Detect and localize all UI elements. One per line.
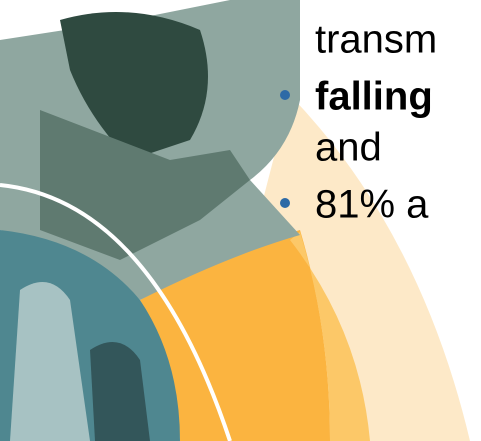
text-line: and: [315, 126, 382, 170]
text-line: transm: [315, 18, 437, 62]
text-line: 81% a: [315, 183, 429, 227]
bullet: [280, 90, 290, 100]
orange-light: [290, 232, 370, 441]
orange-band: [140, 230, 330, 441]
bullet: [280, 198, 290, 208]
photo-child-1: [10, 282, 90, 441]
white-arc: [0, 183, 232, 441]
photo-child-2: [90, 342, 150, 441]
photo-boy-head: [60, 12, 208, 160]
text-line: falling: [315, 75, 433, 119]
